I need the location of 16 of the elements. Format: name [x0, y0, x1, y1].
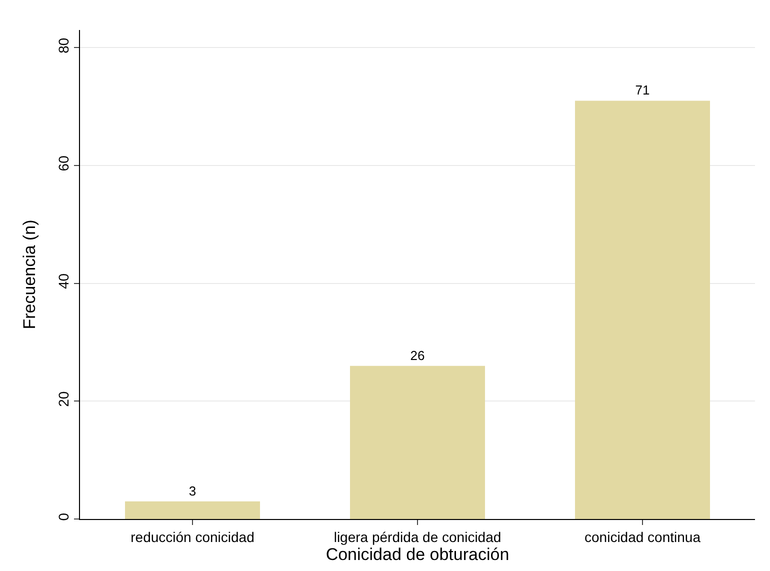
x-axis-title: Conicidad de obturación — [326, 544, 510, 564]
y-tick-label: 80 — [55, 38, 72, 54]
x-tick-label: ligera pérdida de conicidad — [334, 528, 502, 545]
y-tick-label: 20 — [55, 391, 72, 407]
bar — [350, 366, 485, 519]
data-label: 3 — [188, 483, 196, 498]
bar — [125, 501, 260, 519]
y-tick-label: 40 — [55, 273, 72, 290]
y-axis-title: Frecuencia (n) — [20, 220, 39, 330]
data-label: 71 — [635, 82, 650, 98]
y-tick-label: 60 — [55, 155, 72, 172]
x-tick-label: conicidad continua — [584, 528, 701, 545]
x-tick-label: reducción conicidad — [130, 528, 254, 545]
bar — [575, 100, 710, 519]
y-tick-label: 0 — [55, 512, 72, 521]
data-label: 26 — [410, 348, 425, 363]
